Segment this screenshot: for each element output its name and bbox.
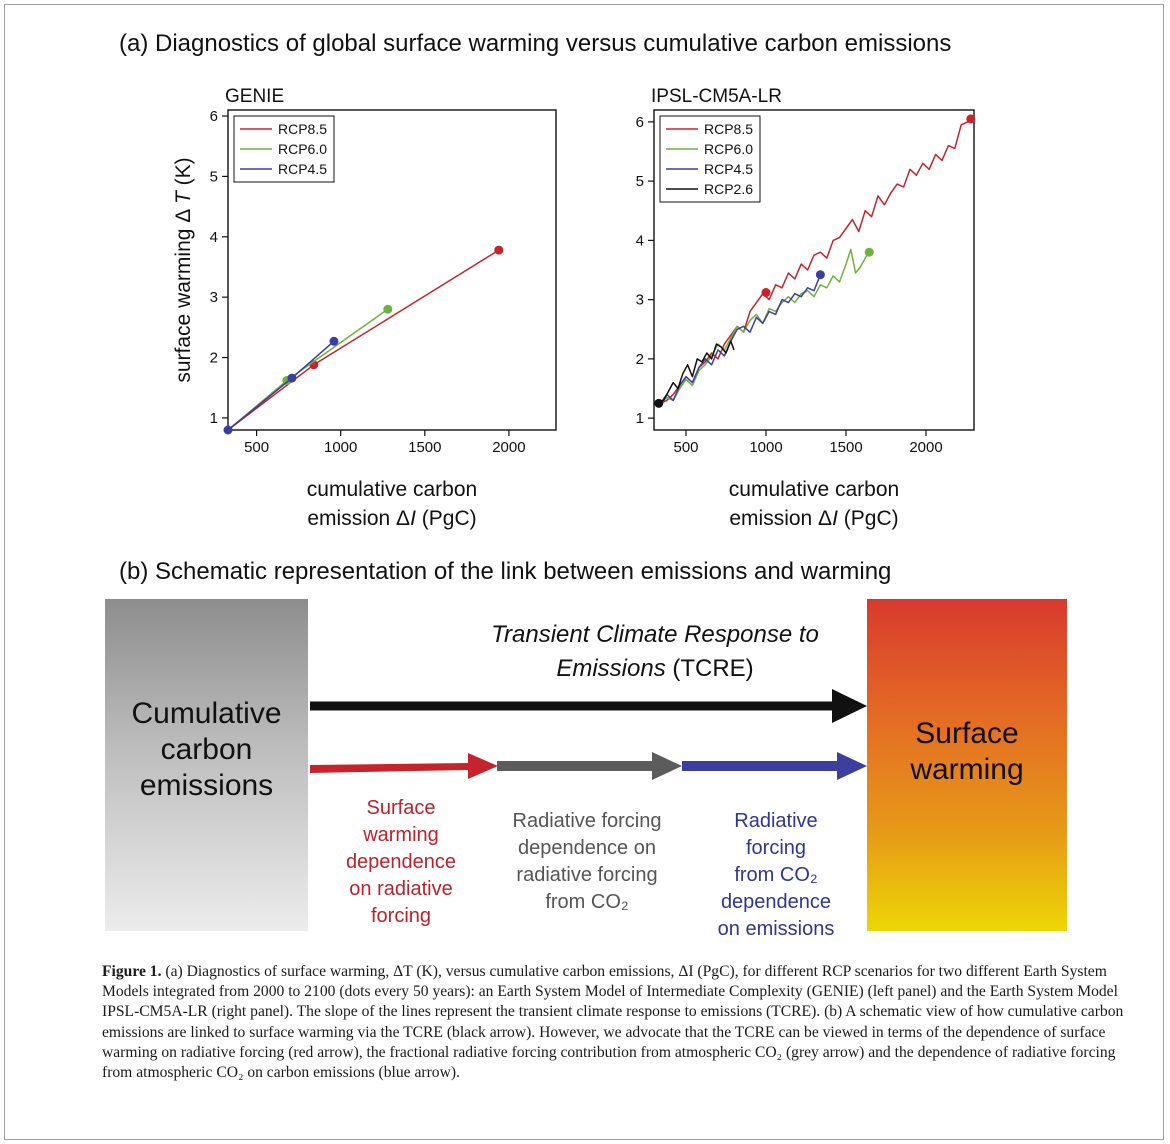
grey-arrow-head	[652, 752, 682, 780]
plot-frame	[227, 109, 557, 431]
genie-chart: GENIE 1 2 3 4 5 6 500 1000 1500 2000 cumulative car…	[172, 86, 557, 530]
surface-warming-box	[867, 599, 1067, 931]
data-point-RCP4.5	[223, 425, 233, 435]
blue-arrow-label: Radiative forcing from CO₂ dependence on…	[680, 808, 872, 943]
blue-label-line: Radiative	[734, 810, 818, 832]
x-axis-label-2: emission ΔI (PgC)	[729, 507, 898, 530]
y-axis-label: surface warming Δ T (K)	[172, 157, 195, 382]
data-point-RCP2.6	[654, 398, 664, 408]
legend-label: RCP2.6	[704, 181, 753, 197]
data-point-RCP6.0	[864, 247, 874, 257]
x-tick-label: 2000	[909, 439, 942, 456]
left-box-line: emissions	[139, 769, 274, 802]
y-tick-label: 1	[636, 410, 644, 427]
series-line-RCP6.0	[659, 248, 870, 404]
blue-label-line: on emissions	[717, 918, 835, 940]
grey-label-line: from CO₂	[545, 891, 629, 913]
x-tick-label: 1000	[749, 439, 782, 456]
data-point-RCP4.5	[815, 270, 825, 280]
grey-arrow-shaft	[497, 761, 653, 771]
legend-label: RCP4.5	[278, 161, 327, 177]
x-tick-label: 1500	[408, 439, 441, 456]
legend-label: RCP8.5	[278, 121, 327, 137]
chart-title: IPSL-CM5A-LR	[651, 86, 782, 107]
red-label-line: warming	[363, 824, 439, 846]
x-tick-label: 500	[673, 439, 698, 456]
blue-arrow-shaft	[682, 761, 838, 771]
figure-caption: Figure 1. (a) Diagnostics of surface war…	[102, 962, 1142, 1083]
data-point-RCP8.5	[761, 288, 771, 298]
y-tick-label: 3	[636, 292, 644, 309]
legend-box	[659, 115, 761, 203]
cumulative-emissions-box	[105, 599, 308, 931]
grey-label-line: Radiative forcing	[512, 810, 662, 832]
y-tick-label: 6	[636, 114, 644, 131]
figure-frame	[4, 4, 1164, 1140]
data-point-RCP6.0	[383, 304, 393, 314]
chart-title: GENIE	[225, 86, 284, 107]
red-label-line: on radiative	[349, 878, 453, 900]
tcre-label: Transient Climate Response to Emissions …	[440, 618, 870, 686]
data-point-RCP4.5	[329, 336, 339, 346]
panel-a-title: (a) Diagnostics of global surface warmin…	[119, 30, 952, 57]
blue-label-line: forcing	[745, 837, 807, 859]
grey-arrow-label: Radiative forcing dependence on radiativ…	[487, 808, 687, 916]
blue-arrow-head	[837, 752, 867, 780]
y-tick-label: 5	[636, 173, 644, 190]
red-label-line: Surface	[366, 797, 436, 819]
y-tick-label: 3	[210, 289, 218, 306]
left-box-line: carbon	[160, 733, 253, 766]
x-tick-label: 1500	[829, 439, 862, 456]
right-box-line: Surface	[915, 717, 1019, 750]
red-label-line: dependence	[345, 851, 457, 873]
blue-label-line: from CO₂	[734, 864, 818, 886]
x-axis-label: cumulative carbon	[729, 478, 899, 501]
grey-label-line: radiative forcing	[516, 864, 658, 886]
caption-text: (a) Diagnostics of surface warming, ΔT (…	[102, 963, 1124, 1082]
ipsl-chart: IPSL-CM5A-LR 1 2 3 4 5 6 500 1000 1500 2000 cumulat…	[636, 86, 976, 530]
legend-label: RCP6.0	[704, 141, 753, 157]
tcre-line-2-italic: Emissions	[556, 655, 666, 682]
y-tick-label: 4	[636, 232, 644, 249]
tcre-line-1: Transient Climate Response to	[491, 621, 819, 648]
plot-frame	[653, 109, 975, 431]
red-arrow	[310, 753, 498, 779]
y-tick-label: 5	[210, 168, 218, 185]
x-tick-label: 500	[244, 439, 269, 456]
series-line-RCP4.5	[659, 274, 822, 404]
grey-label-line: dependence on	[518, 837, 656, 859]
caption-label: Figure 1.	[102, 963, 162, 980]
x-axis-label: cumulative carbon	[307, 478, 477, 501]
y-tick-label: 1	[210, 410, 218, 427]
tcre-line-2-rest: (TCRE)	[665, 655, 754, 682]
data-point-RCP8.5	[494, 245, 504, 255]
y-tick-label: 6	[210, 108, 218, 125]
red-arrow-label: Surface warming dependence on radiative …	[316, 795, 486, 930]
blue-label-line: dependence	[720, 891, 832, 913]
right-box-line: warming	[910, 753, 1024, 786]
legend-label: RCP4.5	[704, 161, 753, 177]
tcre-arrow-head	[832, 689, 867, 723]
x-tick-label: 2000	[492, 439, 525, 456]
legend-label: RCP6.0	[278, 141, 327, 157]
data-point-RCP4.5	[287, 373, 297, 383]
left-box-line: Cumulative	[131, 697, 282, 730]
y-tick-label: 4	[210, 229, 218, 246]
x-tick-label: 1000	[324, 439, 357, 456]
x-axis-label-2: emission ΔI (PgC)	[307, 507, 476, 530]
y-tick-label: 2	[636, 351, 644, 368]
y-tick-label: 2	[210, 350, 218, 367]
red-label-line: forcing	[370, 905, 432, 927]
series-line-RCP2.6	[658, 340, 735, 404]
panel-b-title: (b) Schematic representation of the link…	[119, 558, 892, 585]
cumulative-emissions-label: Cumulative carbon emissions	[105, 696, 308, 804]
surface-warming-label: Surface warming	[867, 716, 1067, 788]
legend-label: RCP8.5	[704, 121, 753, 137]
data-point-RCP8.5	[966, 114, 976, 124]
